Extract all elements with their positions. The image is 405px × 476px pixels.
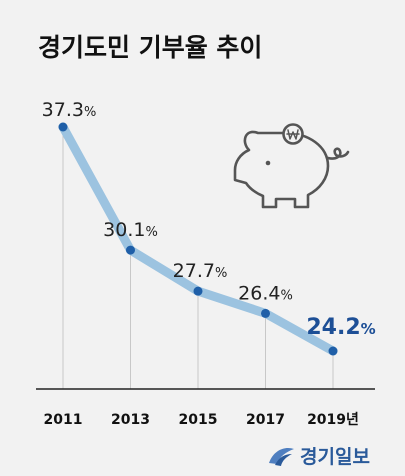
data-label: 26.4% [238, 282, 293, 304]
brand-logo: 경기일보 [266, 442, 370, 469]
data-points [58, 122, 338, 356]
chart-title: 경기도민 기부율 추이 [38, 33, 263, 62]
x-tick-label: 2017 [246, 412, 285, 428]
piggy-bank-won-icon [233, 123, 350, 209]
data-point [58, 122, 68, 132]
x-tick-label: 2015 [179, 412, 218, 428]
x-tick-labels: 2011 2013 2015 2017 2019년 [44, 412, 359, 428]
logo-text: 경기일보 [300, 446, 370, 468]
x-tick-label: 2019년 [307, 412, 359, 428]
data-label: 30.1% [103, 219, 158, 241]
data-point [261, 308, 270, 318]
data-point [328, 346, 338, 356]
grid-lines [62, 127, 334, 389]
data-label: 27.7% [173, 260, 228, 282]
logo-mark-icon [269, 447, 294, 466]
data-label: 24.2% [306, 315, 375, 340]
data-point [126, 245, 135, 255]
x-tick-label: 2011 [44, 412, 83, 428]
data-labels: 37.3% 30.1% 27.7% 26.4% 24.2% [42, 99, 376, 340]
data-label: 37.3% [42, 99, 97, 121]
x-tick-label: 2013 [111, 412, 150, 428]
data-point [193, 286, 203, 296]
